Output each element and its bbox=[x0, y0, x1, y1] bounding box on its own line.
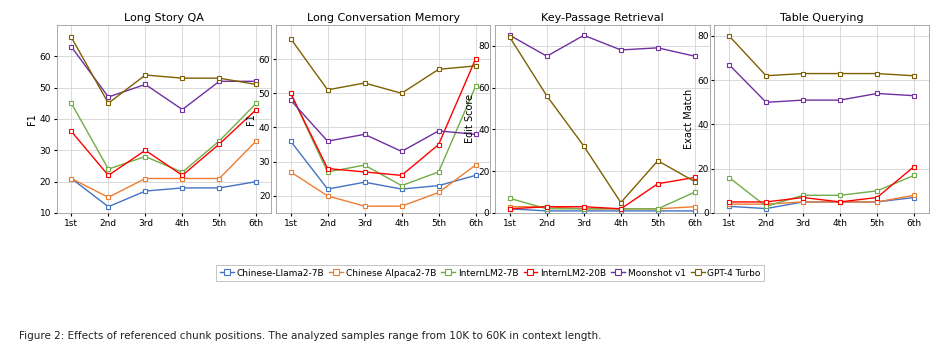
Text: Figure 2: Effects of referenced chunk positions. The analyzed samples range from: Figure 2: Effects of referenced chunk po… bbox=[19, 331, 602, 341]
Y-axis label: Exact Match: Exact Match bbox=[685, 89, 694, 149]
Title: Long Story QA: Long Story QA bbox=[124, 13, 204, 23]
Y-axis label: F1: F1 bbox=[246, 113, 256, 125]
Legend: Chinese-Llama2-7B, Chinese Alpaca2-7B, InternLM2-7B, InternLM2-20B, Moonshot v1,: Chinese-Llama2-7B, Chinese Alpaca2-7B, I… bbox=[217, 265, 764, 281]
Title: Long Conversation Memory: Long Conversation Memory bbox=[306, 13, 459, 23]
Y-axis label: Edit Score: Edit Score bbox=[465, 94, 475, 143]
Y-axis label: F1: F1 bbox=[26, 113, 37, 125]
Title: Table Querying: Table Querying bbox=[780, 13, 864, 23]
Title: Key-Passage Retrieval: Key-Passage Retrieval bbox=[541, 13, 664, 23]
